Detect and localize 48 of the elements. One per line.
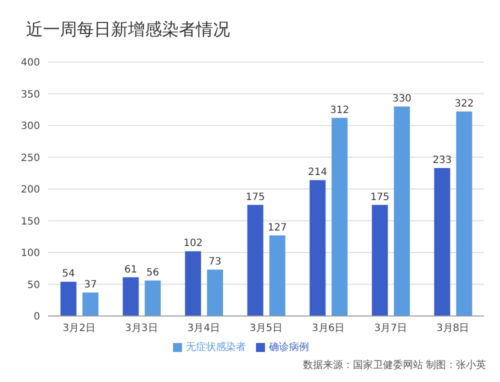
y-tick-label: 50: [27, 280, 40, 291]
y-tick-label: 400: [20, 58, 40, 69]
bar: [185, 251, 202, 316]
y-tick-label: 250: [20, 152, 40, 164]
legend-label: 无症状感染者: [186, 342, 246, 353]
source-note: 数据来源：国家卫健委网站 制图：张小英: [302, 358, 486, 372]
y-tick-label: 150: [20, 216, 40, 228]
bar: [310, 180, 326, 316]
y-tick-label: 300: [20, 121, 40, 132]
data-label: 61: [124, 264, 138, 276]
y-tick-label: 200: [20, 184, 40, 196]
x-tick-label: 3月4日: [187, 323, 220, 334]
data-label: 54: [62, 268, 75, 280]
data-label: 127: [268, 222, 287, 234]
bar: [456, 112, 472, 316]
legend-label: 确诊病例: [269, 342, 309, 353]
bar: [207, 270, 224, 316]
data-label: 56: [146, 267, 160, 278]
data-label: 37: [84, 280, 97, 291]
bar: [60, 282, 76, 316]
x-tick-label: 3月8日: [436, 323, 470, 334]
x-tick-label: 3月3日: [125, 323, 158, 334]
bar: [122, 277, 139, 316]
x-tick-label: 3月7日: [374, 323, 407, 334]
data-label: 233: [432, 155, 452, 166]
y-tick-label: 100: [20, 248, 40, 260]
bar: [434, 168, 450, 316]
y-tick-label: 350: [20, 89, 40, 100]
bar: [372, 204, 388, 316]
x-tick-label: 3月6日: [312, 323, 345, 334]
x-tick-label: 3月2日: [62, 323, 96, 334]
bar: [82, 292, 98, 316]
data-label: 102: [183, 238, 203, 250]
bar: [394, 106, 410, 316]
bar: [332, 118, 348, 316]
chart-title: 近一周每日新增感染者情况: [26, 19, 230, 41]
x-tick-label: 3月5日: [250, 323, 282, 334]
bar: [247, 204, 264, 316]
data-label: 330: [392, 93, 412, 104]
data-label: 312: [330, 104, 350, 116]
data-label: 175: [370, 192, 390, 203]
data-label: 73: [208, 256, 222, 268]
data-label: 175: [246, 192, 265, 203]
data-label: 214: [308, 167, 328, 178]
data-label: 322: [454, 98, 474, 110]
bar: [269, 235, 286, 316]
y-tick-label: 0: [34, 312, 40, 323]
bar: [144, 280, 161, 316]
